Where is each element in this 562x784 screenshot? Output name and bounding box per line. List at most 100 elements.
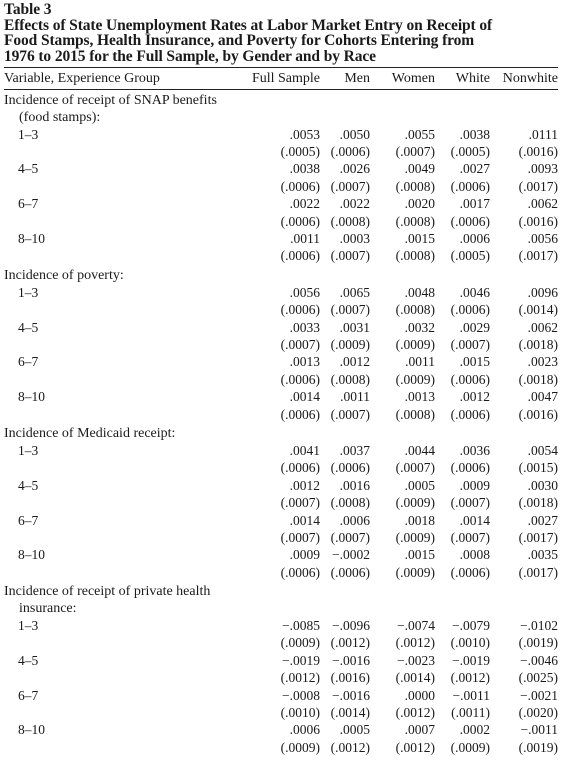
table-row-coefficient: 1–3 .0056 .0065 .0048 .0046 .0096 — [4, 284, 558, 301]
cell-white-coef: .0008 — [459, 547, 490, 563]
table-row-coefficient: 4–5 −.0019 −.0016 −.0023 −.0019 −.0046 — [4, 652, 558, 669]
cell-women-se: (.0012) — [395, 635, 435, 651]
cell-white-coef: .0029 — [459, 319, 490, 335]
cell-women-coef: .0015 — [404, 547, 435, 563]
cell-white-coef: −.0011 — [452, 687, 491, 703]
cell-nonwhite-coef: .0093 — [527, 161, 558, 177]
experience-group-cell: 8–10 — [18, 231, 45, 247]
cell-full-sample-coef: .0033 — [289, 319, 320, 335]
cell-men-coef: .0026 — [339, 161, 370, 177]
table-row-standard-error: (.0006) (.0008) (.0008) (.0006) (.0016) — [4, 213, 558, 230]
table-row-standard-error: (.0006) (.0008) (.0009) (.0006) (.0018) — [4, 371, 558, 388]
cell-women-coef: .0000 — [404, 687, 435, 703]
cell-men-se: (.0006) — [330, 144, 370, 160]
cell-men-coef: .0003 — [339, 231, 370, 247]
table-section: Incidence of receipt of SNAP benefits (fo… — [4, 90, 558, 265]
cell-men-se: (.0007) — [330, 302, 370, 318]
cell-men-coef: .0016 — [339, 477, 370, 493]
cell-full-sample-coef: .0053 — [289, 126, 320, 142]
cell-nonwhite-se: (.0016) — [518, 213, 558, 229]
cell-white-se: (.0007) — [450, 529, 490, 545]
cell-full-sample-se: (.0006) — [280, 213, 320, 229]
cell-full-sample-se: (.0007) — [280, 336, 320, 352]
cell-white-coef: .0012 — [459, 389, 490, 405]
cell-full-sample-coef: .0014 — [289, 389, 320, 405]
cell-full-sample-se: (.0006) — [280, 460, 320, 476]
table-row-standard-error: (.0006) (.0006) (.0007) (.0006) (.0015) — [4, 460, 558, 477]
cell-full-sample-coef: .0013 — [289, 354, 320, 370]
experience-group-cell: 8–10 — [18, 389, 45, 405]
cell-men-coef: .0050 — [339, 126, 370, 142]
table-label: Table 3 — [4, 1, 52, 18]
cell-full-sample-se: (.0006) — [280, 371, 320, 387]
table-row-standard-error: (.0007) (.0009) (.0009) (.0007) (.0018) — [4, 336, 558, 353]
cell-nonwhite-coef: .0054 — [527, 442, 558, 458]
cell-men-se: (.0012) — [330, 739, 370, 755]
cell-white-coef: .0006 — [459, 231, 490, 247]
column-header-variable: Variable, Experience Group — [4, 70, 160, 86]
table-row-standard-error: (.0010) (.0014) (.0012) (.0011) (.0020) — [4, 704, 558, 721]
section-title: Incidence of receipt of SNAP benefits (fo… — [4, 92, 558, 126]
cell-men-se: (.0008) — [330, 213, 370, 229]
cell-men-coef: .0037 — [339, 442, 370, 458]
cell-full-sample-se: (.0009) — [280, 739, 320, 755]
table-row-coefficient: 8–10 .0011 .0003 .0015 .0006 .0056 — [4, 230, 558, 247]
table-row-standard-error: (.0009) (.0012) (.0012) (.0009) (.0019) — [4, 739, 558, 756]
cell-full-sample-coef: −.0085 — [282, 618, 320, 634]
cell-nonwhite-coef: .0056 — [527, 231, 558, 247]
experience-group-cell: 6–7 — [18, 196, 39, 212]
cell-full-sample-coef: .0011 — [290, 231, 320, 247]
cell-nonwhite-coef: .0047 — [527, 389, 558, 405]
cell-men-coef: −.0096 — [332, 618, 370, 634]
table-row-coefficient: 1–3 −.0085 −.0096 −.0074 −.0079 −.0102 — [4, 617, 558, 634]
cell-women-coef: .0005 — [404, 477, 435, 493]
cell-men-coef: .0011 — [340, 389, 370, 405]
cell-women-se: (.0012) — [395, 739, 435, 755]
table-caption: Table 3 Effects of State Unemployment Ra… — [4, 2, 558, 64]
section-title-line: insurance: — [19, 601, 77, 617]
cell-white-coef: .0015 — [459, 354, 490, 370]
cell-nonwhite-se: (.0017) — [518, 178, 558, 194]
cell-full-sample-coef: −.0008 — [282, 687, 320, 703]
cell-men-coef: .0006 — [339, 512, 370, 528]
section-title-line: (food stamps): — [19, 110, 101, 125]
cell-women-coef: .0015 — [404, 231, 435, 247]
cell-women-se: (.0009) — [395, 564, 435, 580]
table-row-standard-error: (.0006) (.0007) (.0008) (.0006) (.0014) — [4, 302, 558, 319]
cell-white-se: (.0006) — [450, 564, 490, 580]
cell-full-sample-se: (.0006) — [280, 406, 320, 422]
cell-white-se: (.0005) — [450, 248, 490, 264]
cell-women-coef: .0055 — [404, 126, 435, 142]
section-title-line: Incidence of receipt of SNAP benefits — [4, 93, 217, 108]
cell-women-se: (.0009) — [395, 336, 435, 352]
cell-men-coef: .0005 — [339, 722, 370, 738]
cell-women-se: (.0009) — [395, 495, 435, 511]
section-title: Incidence of receipt of private health in… — [4, 583, 558, 617]
cell-white-se: (.0009) — [450, 739, 490, 755]
cell-white-coef: .0009 — [459, 477, 490, 493]
cell-men-coef: −.0016 — [332, 687, 370, 703]
table-section: Incidence of poverty: 1–3 .0056 .0065 .0048.… — [4, 265, 558, 423]
cell-white-se: (.0006) — [450, 302, 490, 318]
cell-full-sample-coef: .0012 — [289, 477, 320, 493]
experience-group-cell: 4–5 — [18, 652, 39, 668]
table-title-line: Effects of State Unemployment Rates at L… — [4, 16, 493, 34]
cell-nonwhite-coef: .0096 — [527, 284, 558, 300]
cell-women-coef: .0044 — [404, 442, 435, 458]
cell-full-sample-coef: .0022 — [289, 196, 320, 212]
cell-men-se: (.0009) — [330, 336, 370, 352]
cell-women-coef: .0020 — [404, 196, 435, 212]
experience-group-cell: 1–3 — [18, 618, 39, 634]
cell-men-coef: .0012 — [339, 354, 370, 370]
cell-women-coef: −.0074 — [397, 618, 435, 634]
cell-men-se: (.0007) — [330, 406, 370, 422]
experience-group-cell: 1–3 — [18, 126, 39, 142]
table-row-coefficient: 8–10 .0006 .0005 .0007 .0002 −.0011 — [4, 722, 558, 739]
cell-full-sample-se: (.0005) — [280, 144, 320, 160]
experience-group-cell: 6–7 — [18, 687, 39, 703]
cell-men-se: (.0016) — [330, 670, 370, 686]
cell-nonwhite-coef: .0027 — [527, 512, 558, 528]
cell-nonwhite-se: (.0015) — [518, 460, 558, 476]
cell-women-coef: .0049 — [404, 161, 435, 177]
cell-white-coef: .0038 — [459, 126, 490, 142]
